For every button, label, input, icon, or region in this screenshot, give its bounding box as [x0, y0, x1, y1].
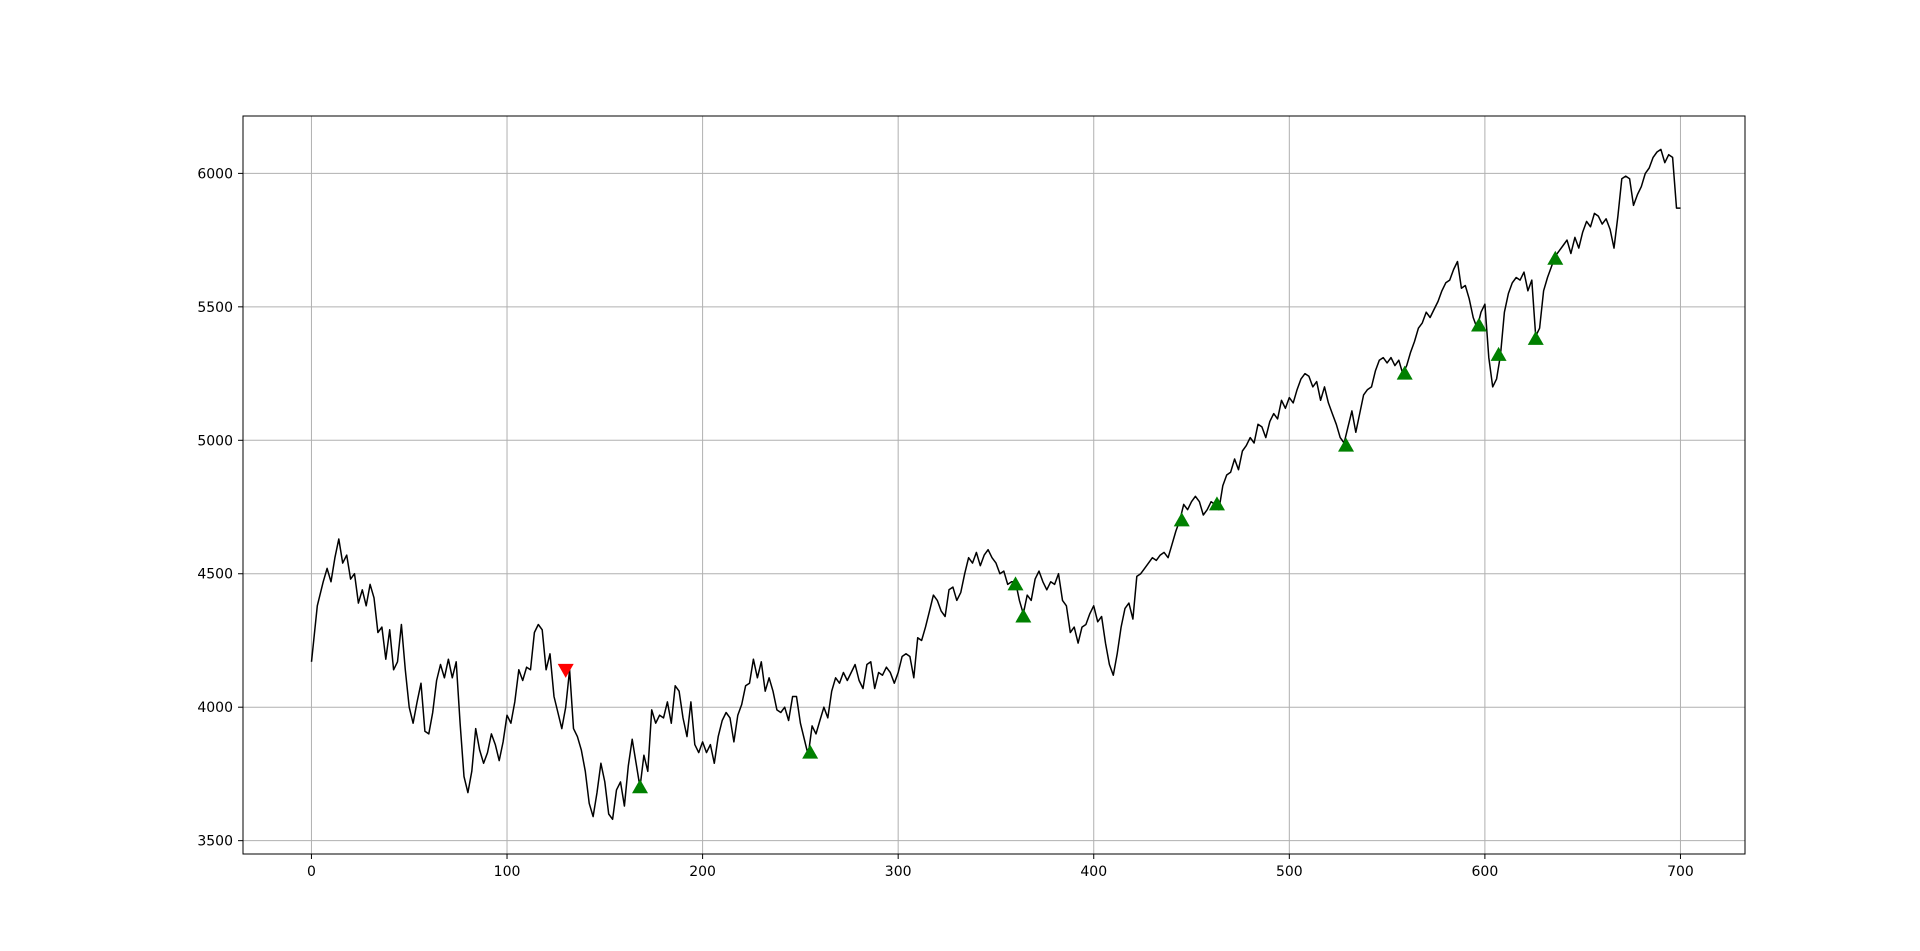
x-tick-label: 200	[689, 864, 716, 880]
x-tick-label: 0	[307, 864, 316, 880]
x-tick-label: 400	[1080, 864, 1107, 880]
buy-marker-up-triangle	[802, 744, 819, 759]
buy-marker-up-triangle	[1007, 576, 1024, 591]
grid	[243, 116, 1745, 854]
sell-marker-down-triangle	[557, 663, 574, 678]
buy-marker-up-triangle	[1527, 330, 1544, 345]
y-tick-label: 4500	[197, 567, 233, 583]
buy-marker-up-triangle	[1338, 437, 1355, 452]
plot-frame	[242, 115, 1746, 855]
y-tick-label: 6000	[197, 166, 233, 182]
buy-marker-up-triangle	[1173, 512, 1190, 527]
buy-marker-up-triangle	[1208, 496, 1225, 511]
buy-marker-up-triangle	[632, 779, 649, 794]
buy-marker-up-triangle	[1490, 346, 1507, 361]
series-layer	[310, 148, 1681, 821]
x-tick-label: 600	[1472, 864, 1499, 880]
buy-marker-up-triangle	[1015, 608, 1032, 623]
series-line	[310, 148, 1681, 821]
signal-markers	[557, 250, 1564, 794]
x-tick-label: 700	[1667, 864, 1694, 880]
y-tick-label: 4000	[197, 700, 233, 716]
y-tick-label: 5500	[197, 300, 233, 316]
y-tick-label: 5000	[197, 433, 233, 449]
buy-marker-up-triangle	[1396, 365, 1413, 380]
y-axis: 3500 4000 4500 5000 5500 6000	[197, 166, 243, 850]
x-axis: 0 100 200 300 400 500 600 700	[307, 854, 1694, 880]
y-tick-label: 3500	[197, 834, 233, 850]
x-tick-label: 100	[494, 864, 521, 880]
buy-marker-up-triangle	[1471, 317, 1488, 332]
x-tick-label: 300	[885, 864, 912, 880]
buy-marker-up-triangle	[1547, 250, 1564, 265]
x-tick-label: 500	[1276, 864, 1303, 880]
